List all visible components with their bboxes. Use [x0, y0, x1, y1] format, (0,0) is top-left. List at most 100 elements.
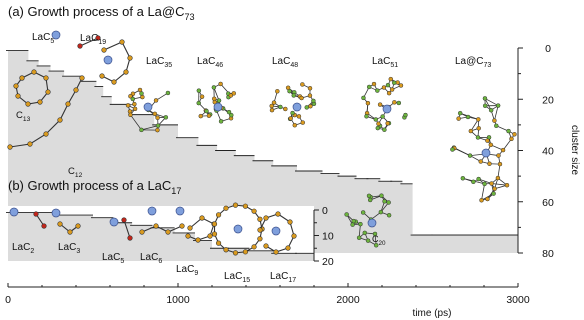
carbon-atom	[211, 221, 218, 227]
carbon-atom	[396, 100, 402, 106]
carbon-atom	[456, 116, 461, 121]
carbon-atom	[67, 229, 73, 235]
carbon-atom	[257, 216, 263, 222]
lanthanum-atom	[109, 217, 119, 227]
carbon-atom	[465, 114, 471, 120]
carbon-atom	[99, 73, 105, 79]
bond	[497, 164, 501, 179]
carbon-atom	[139, 229, 145, 235]
carbon-atom	[119, 39, 125, 45]
carbon-atom	[378, 209, 384, 215]
bond	[141, 125, 159, 131]
carbon-atom	[460, 176, 466, 181]
carbon-atom	[155, 123, 161, 128]
carbon-atom	[132, 101, 137, 107]
c13-ring	[13, 69, 51, 107]
area-b-fill	[8, 212, 314, 261]
carbon-atom	[358, 221, 363, 227]
carbon-atom	[487, 161, 492, 166]
carbon-atom	[127, 55, 133, 61]
carbon-atom	[386, 90, 392, 96]
carbon-atom	[389, 87, 395, 92]
carbon-atom	[140, 94, 145, 100]
y-tick-label-a: 20	[542, 94, 554, 106]
lac35-cage	[125, 87, 171, 133]
lac3-chain	[57, 221, 81, 235]
carbon-atom	[457, 110, 463, 116]
carbon-atom	[385, 121, 390, 126]
carbon-atom	[386, 200, 391, 205]
carbon-atom	[275, 211, 281, 217]
c12-chain	[7, 75, 85, 150]
species-label-b: LaC15	[224, 271, 250, 284]
carbon-atom	[185, 233, 191, 239]
carbon-atom	[165, 229, 171, 235]
lac5-chain-a	[77, 35, 101, 49]
carbon-atom	[377, 102, 383, 107]
lanthanum-atom	[175, 206, 185, 216]
carbon-atom	[482, 96, 488, 101]
carbon-atom	[179, 223, 185, 229]
carbon-atom	[199, 94, 205, 99]
carbon-atom	[19, 75, 25, 81]
c20-cage	[344, 193, 392, 248]
carbon-atom	[198, 113, 204, 119]
species-label-a: LaC48	[272, 56, 298, 69]
x-tick-label: 0	[5, 294, 11, 306]
bond	[213, 204, 263, 254]
carbon-atom	[273, 249, 279, 255]
carbon-atom	[283, 106, 288, 112]
carbon-atom	[45, 89, 51, 95]
carbon-atom	[251, 208, 257, 214]
carbon-atom	[27, 141, 33, 147]
y-tick-label-a: 80	[542, 248, 554, 260]
carbon-atom	[307, 93, 313, 98]
carbon-atom	[13, 83, 19, 89]
lac51-cage	[361, 76, 408, 132]
carbon-atom	[132, 106, 138, 112]
carbon-atom	[492, 186, 497, 191]
lanthanum-atom	[143, 102, 153, 112]
bond	[213, 87, 220, 101]
carbon-atom	[206, 113, 212, 118]
carbon-atom	[215, 212, 222, 218]
carbon-atom	[291, 93, 297, 98]
carbon-atom	[360, 210, 366, 215]
carbon-atom	[509, 136, 514, 142]
carbon-atom	[307, 86, 313, 91]
carbon-atom	[15, 93, 21, 99]
carbon-atom	[380, 114, 385, 119]
carbon-atom	[57, 221, 63, 227]
carbon-atom	[500, 147, 506, 153]
carbon-atom	[163, 115, 169, 120]
lanthanum-atom	[213, 102, 223, 112]
carbon-atom	[257, 236, 263, 242]
carbon-atom	[218, 119, 224, 124]
carbon-atom	[43, 75, 49, 81]
carbon-atom	[215, 240, 222, 246]
carbon-atom	[229, 112, 234, 118]
bond	[454, 147, 471, 156]
bond	[484, 98, 499, 106]
carbon-atom	[485, 138, 490, 143]
carbon-atom	[257, 227, 263, 233]
lanthanum-atom	[9, 207, 19, 217]
carbon-atom	[497, 161, 503, 167]
carbon-atom	[33, 211, 39, 217]
carbon-atom	[471, 179, 476, 185]
carbon-atom	[373, 243, 379, 248]
carbon-atom	[344, 212, 349, 217]
bond	[481, 183, 485, 201]
carbon-atom	[488, 107, 494, 113]
bond	[155, 92, 169, 101]
carbon-atom	[195, 237, 201, 243]
lac17-chain	[257, 211, 297, 255]
x-tick-label: 3000	[506, 294, 530, 306]
carbon-atom	[137, 87, 143, 93]
carbon-atom	[365, 100, 371, 106]
y-axis-label: cluster size	[569, 125, 580, 175]
carbon-atom	[300, 120, 305, 125]
panel-b-title: (b) Growth process of a LaC17	[8, 178, 181, 196]
carbon-atom	[153, 223, 159, 229]
carbon-atom	[285, 245, 291, 251]
